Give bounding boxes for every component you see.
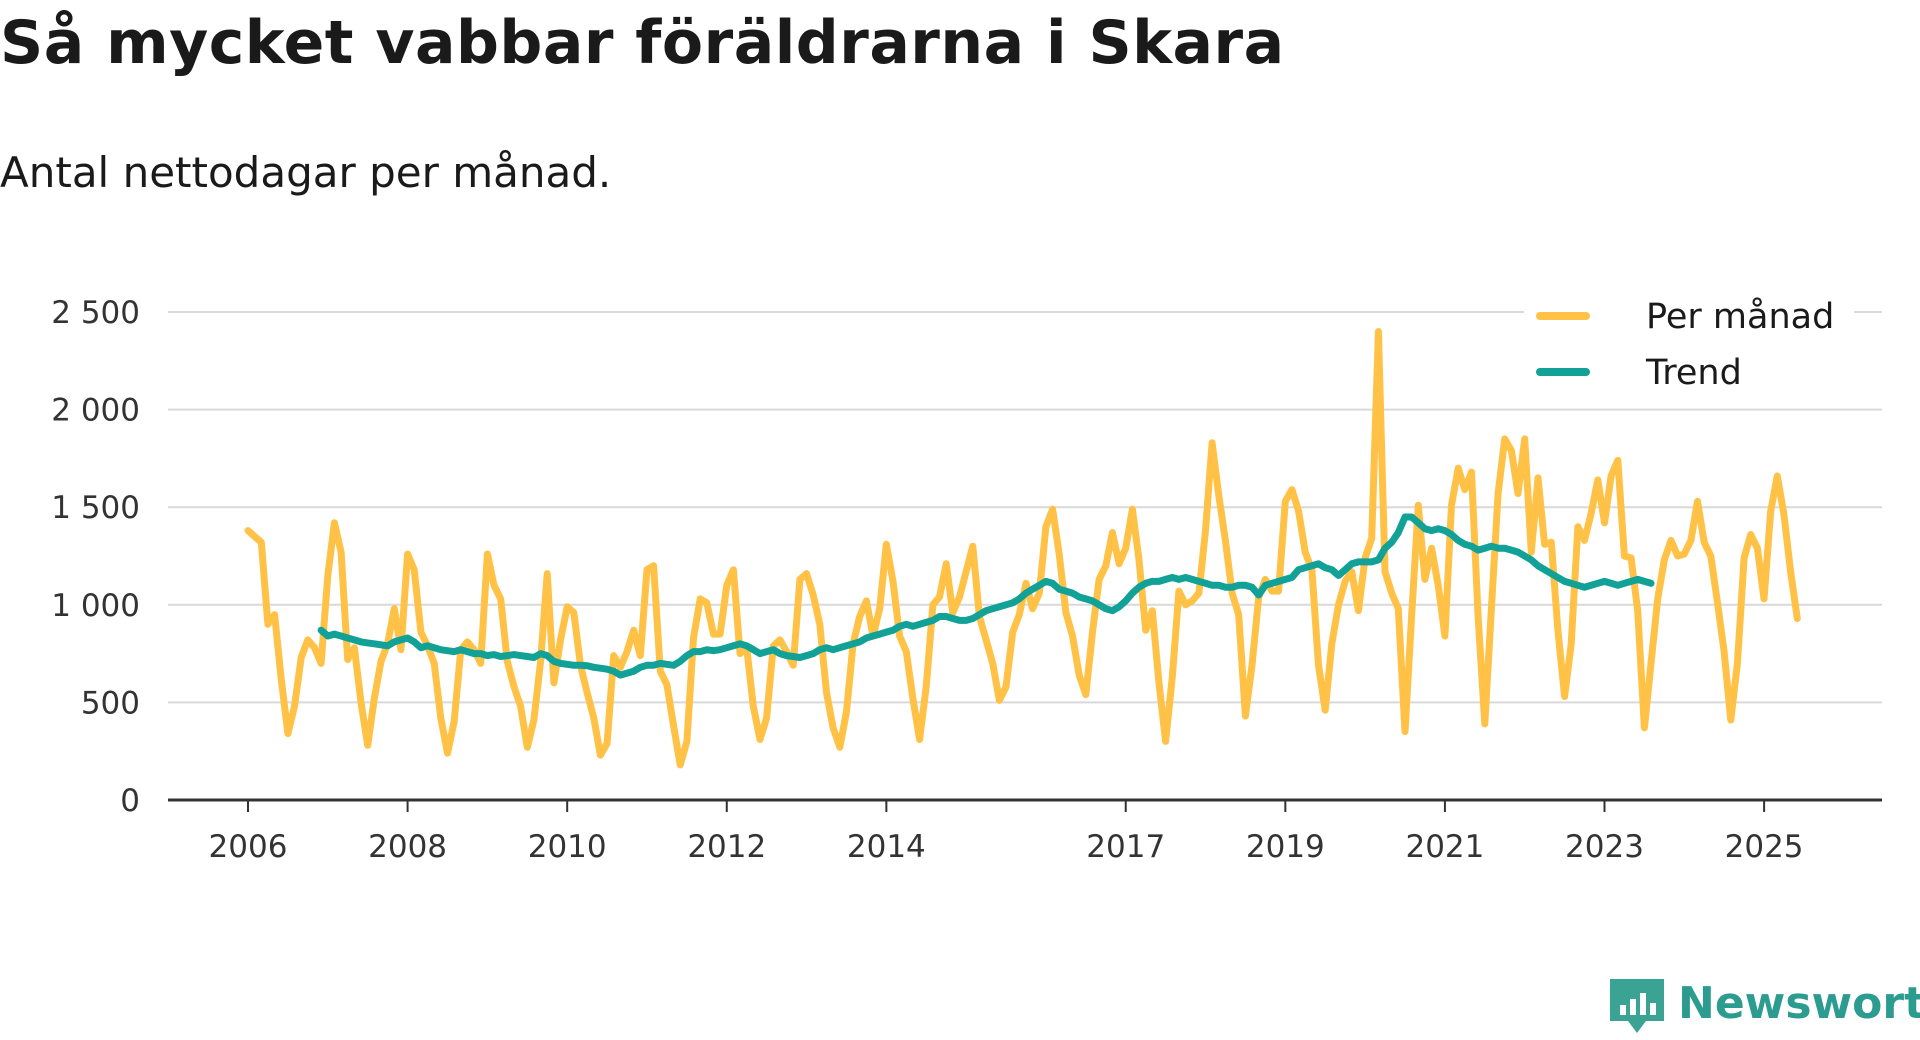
series-trend-line: [317, 513, 1655, 679]
x-tick-label: 2025: [1725, 829, 1804, 865]
x-tick-label: 2019: [1246, 829, 1325, 865]
legend-box: [1524, 282, 1854, 408]
legend: Per månad Trend: [1524, 282, 1854, 408]
y-tick-label: 500: [81, 685, 140, 721]
y-tick-label: 0: [120, 783, 140, 819]
y-tick-label: 1 000: [51, 588, 140, 624]
y-tick-label: 2 500: [51, 295, 140, 331]
y-tick-label: 1 500: [51, 490, 140, 526]
legend-label: Trend: [1645, 353, 1742, 393]
chart-subtitle: Antal nettodagar per månad.: [0, 148, 612, 197]
x-tick-label: 2017: [1086, 829, 1165, 865]
y-tick-label: 2 000: [51, 393, 140, 429]
x-tick-label: 2008: [368, 829, 447, 865]
chart-title: Så mycket vabbar föräldrarna i Skara: [0, 8, 1285, 78]
x-tick-label: 2021: [1405, 829, 1484, 865]
brand-name: Newsworthy: [1678, 978, 1920, 1029]
x-tick-label: 2006: [209, 829, 288, 865]
series: [244, 328, 1801, 769]
y-axis-labels: 0 500 1 000 1 500 2 000 2 500: [51, 295, 140, 819]
legend-label: Per månad: [1646, 296, 1834, 337]
x-tick-label: 2012: [687, 829, 766, 865]
newsworthy-logo-icon: [1610, 979, 1664, 1033]
x-tick-label: 2023: [1565, 829, 1644, 865]
x-tick-label: 2010: [528, 829, 607, 865]
x-tick-label: 2014: [847, 829, 926, 865]
x-axis: 2006 2008 2010 2012 2014 2017 2019 2021 2023 2025: [168, 798, 1882, 865]
